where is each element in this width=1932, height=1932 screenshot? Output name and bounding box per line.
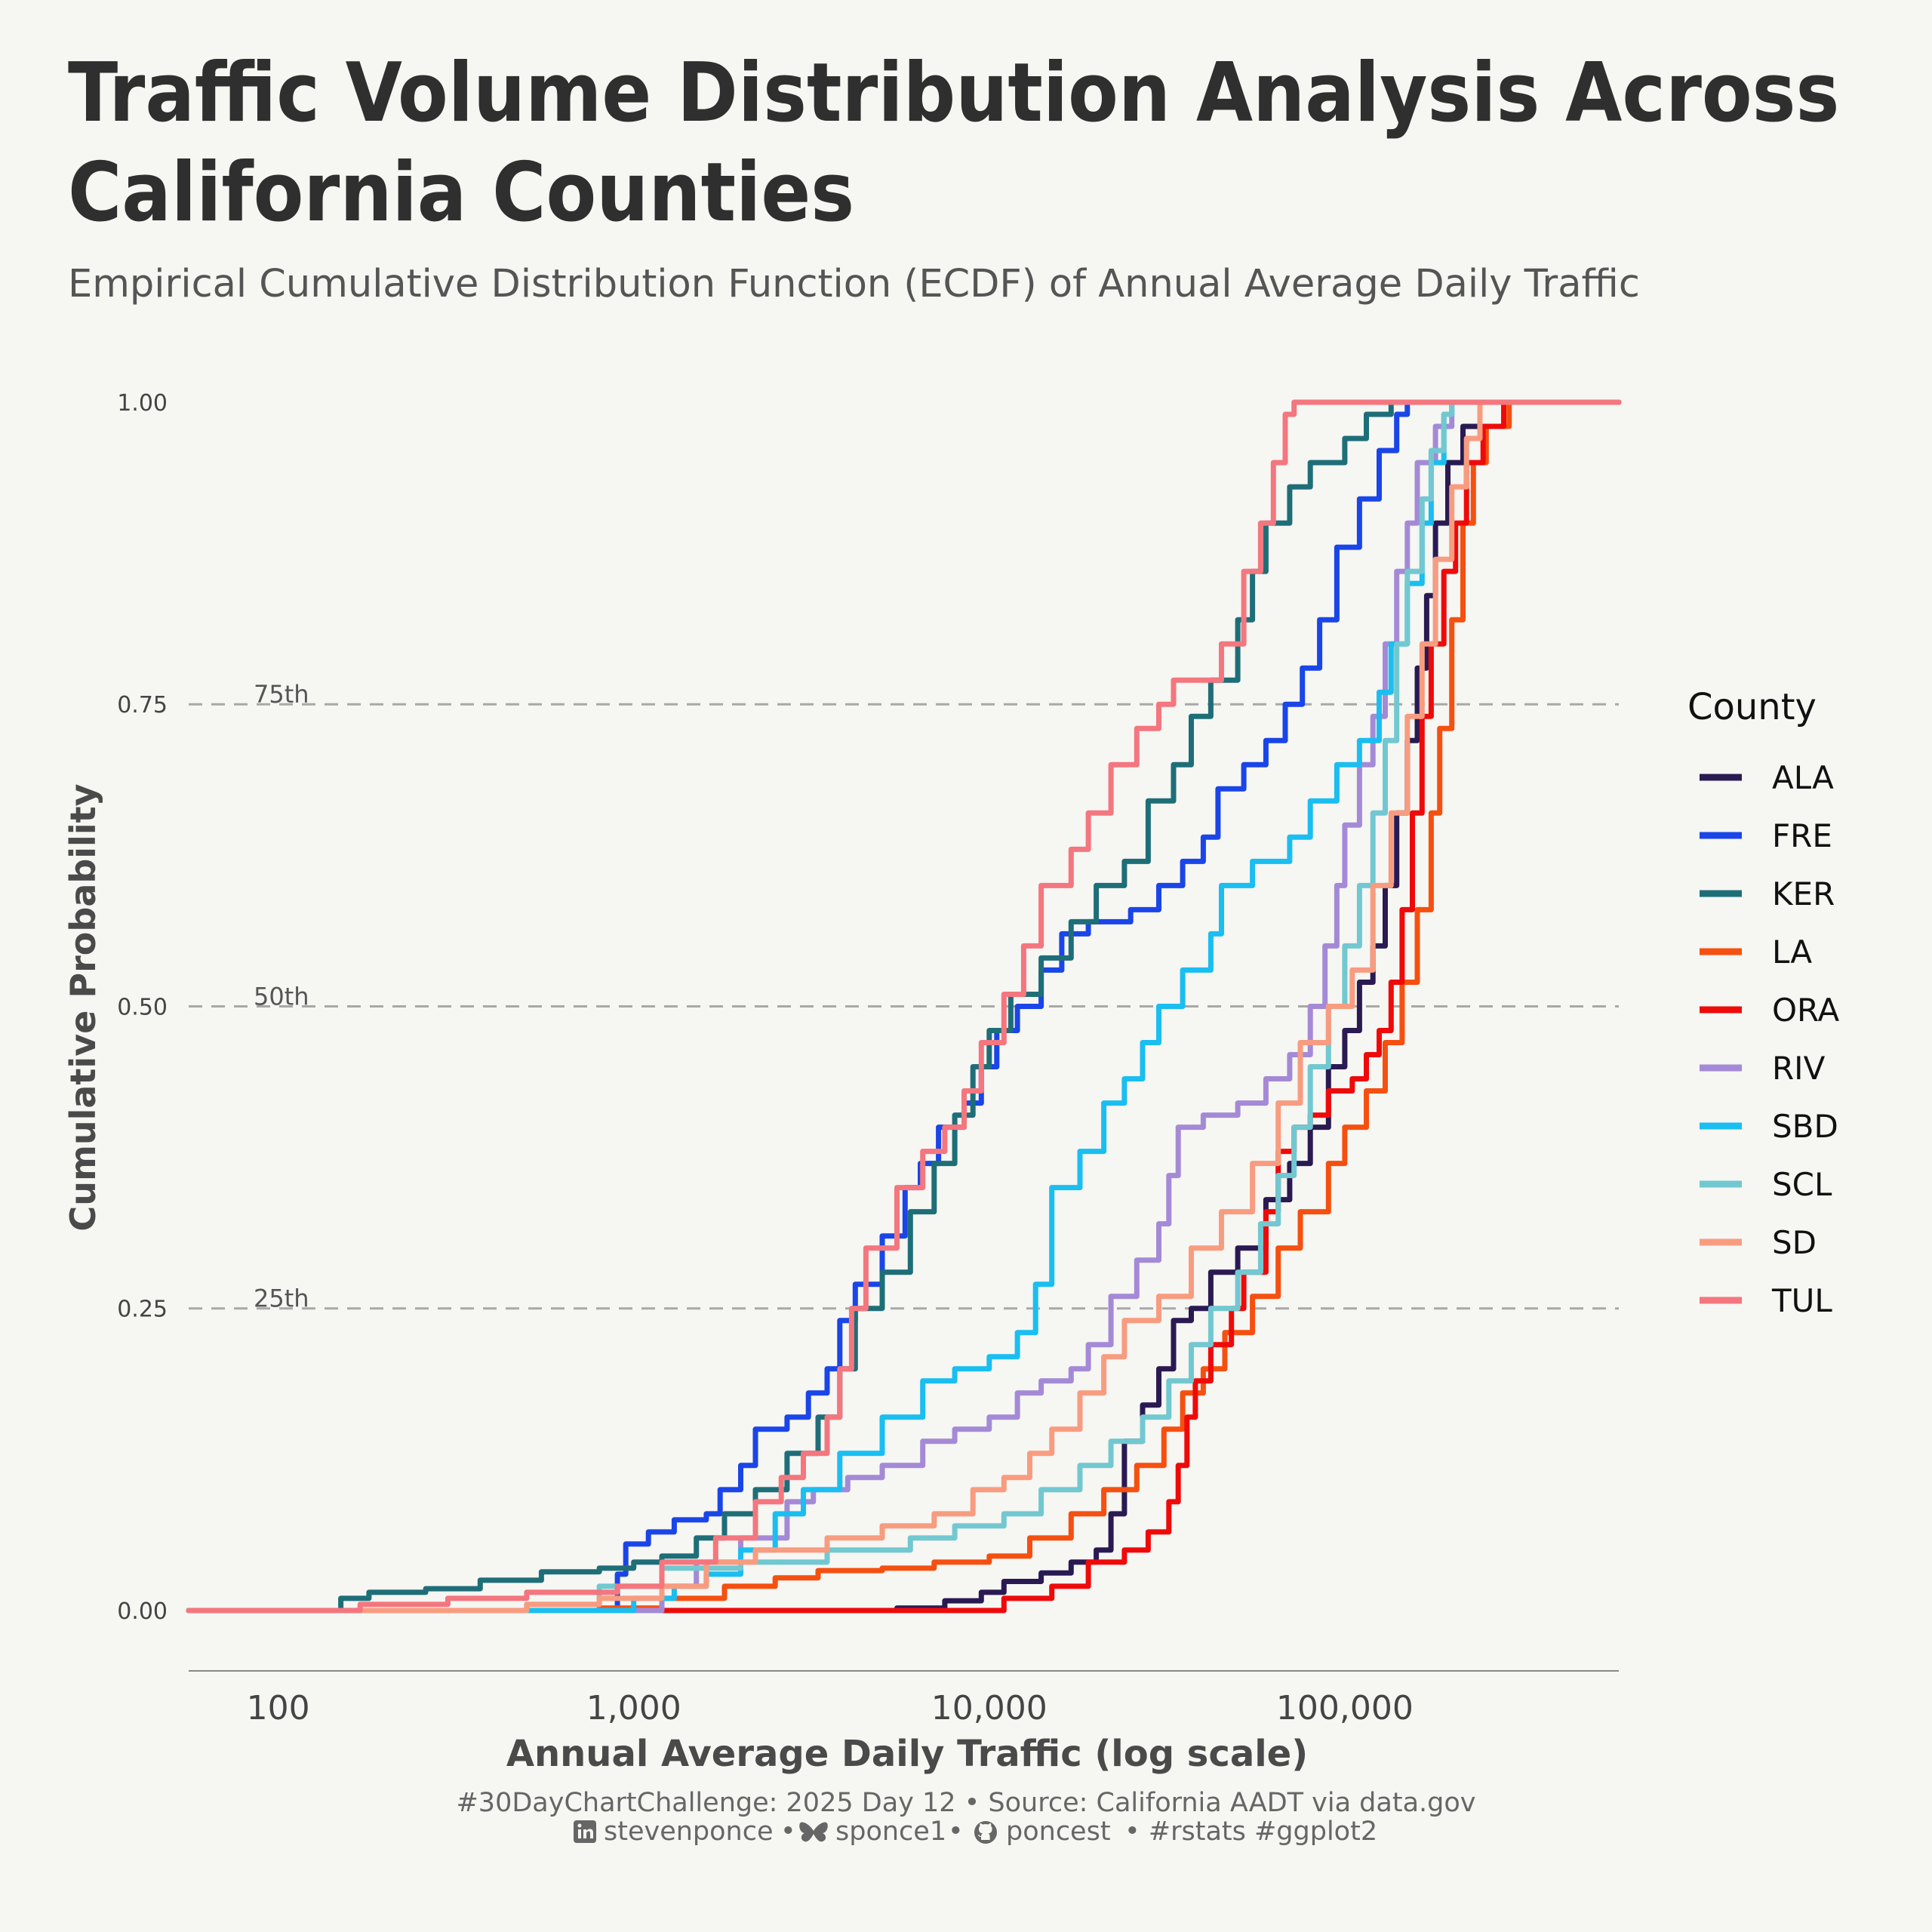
legend-label-KER: KER: [1772, 875, 1835, 912]
legend-label-TUL: TUL: [1771, 1282, 1832, 1319]
legend-label-ALA: ALA: [1772, 759, 1834, 796]
x-tick-label: 100,000: [1276, 1689, 1414, 1727]
legend-label-SD: SD: [1772, 1224, 1817, 1261]
x-tick-label: 100: [247, 1689, 310, 1727]
caption-github-handle: poncest: [1006, 1817, 1111, 1847]
y-tick-label: 1.00: [117, 390, 168, 417]
series-line-SD: [186, 399, 1622, 1614]
series-line-SCL: [186, 399, 1622, 1614]
github-icon: [974, 1821, 997, 1844]
reference-label-50th: 50th: [254, 982, 309, 1011]
y-axis-title: Cumulative Probability: [63, 783, 103, 1231]
legend-label-ORA: ORA: [1772, 992, 1840, 1029]
series-line-TUL: [186, 399, 1622, 1614]
title-line-2: California Counties: [68, 146, 854, 240]
y-tick-label: 0.00: [117, 1598, 168, 1625]
y-tick-label: 0.75: [117, 692, 168, 718]
series-lines: [186, 399, 1622, 1614]
caption-linkedin-handle: stevenponce: [604, 1817, 774, 1847]
x-tick-label: 1,000: [586, 1689, 681, 1727]
x-tick-label: 10,000: [931, 1689, 1048, 1727]
caption-line-2: stevenponce • sponce1 • poncest • #rstat…: [574, 1817, 1377, 1847]
reference-label-75th: 75th: [254, 680, 309, 709]
chart-subtitle: Empirical Cumulative Distribution Functi…: [68, 262, 1640, 306]
legend-label-LA: LA: [1772, 934, 1812, 971]
series-line-SBD: [186, 399, 1622, 1614]
linkedin-icon: [574, 1820, 596, 1843]
y-tick-label: 0.25: [117, 1297, 168, 1323]
reference-label-25th: 25th: [254, 1284, 309, 1313]
series-line-RIV: [186, 399, 1622, 1614]
x-axis-title: Annual Average Daily Traffic (log scale): [506, 1733, 1308, 1775]
legend: County ALA FRE KER LA ORA RIV SBD SCL SD TUL: [1687, 686, 1840, 1319]
title-line-1: Traffic Volume Distribution Analysis Acr…: [68, 46, 1839, 140]
series-line-LA: [186, 399, 1622, 1614]
caption-bluesky-handle: sponce1: [835, 1817, 946, 1847]
bluesky-butterfly-icon: [799, 1822, 828, 1842]
legend-label-RIV: RIV: [1772, 1050, 1826, 1087]
legend-label-SCL: SCL: [1772, 1166, 1832, 1203]
caption-separator-1: •: [780, 1817, 796, 1847]
reference-lines: 25th 50th 75th: [189, 680, 1619, 1313]
y-tick-label: 0.50: [117, 994, 168, 1020]
legend-label-FRE: FRE: [1772, 817, 1832, 854]
caption-hashtags: • #rstats #ggplot2: [1124, 1817, 1377, 1847]
series-line-FRE: [186, 399, 1622, 1614]
caption-separator-2: •: [948, 1817, 964, 1847]
legend-title: County: [1687, 686, 1817, 728]
caption-line-1: #30DayChartChallenge: 2025 Day 12 • Sour…: [456, 1788, 1475, 1818]
y-axis-ticks: 0.00 0.25 0.50 0.75 1.00: [117, 390, 168, 1625]
legend-label-SBD: SBD: [1772, 1108, 1838, 1145]
caption: #30DayChartChallenge: 2025 Day 12 • Sour…: [456, 1788, 1475, 1847]
x-axis-ticks: 100 1,000 10,000 100,000: [247, 1689, 1414, 1727]
chart-title: Traffic Volume Distribution Analysis Acr…: [68, 46, 1839, 240]
